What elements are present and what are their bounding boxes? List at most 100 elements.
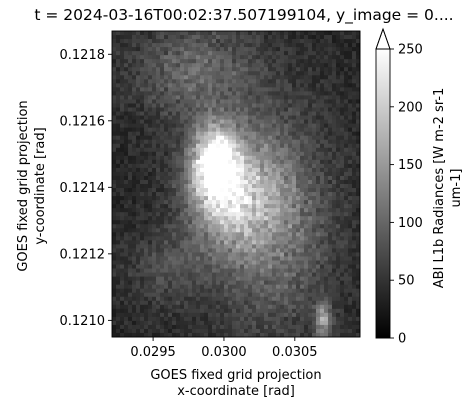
heatmap-cell (148, 192, 152, 196)
heatmap-cell (124, 321, 128, 325)
heatmap-cell (176, 289, 180, 293)
heatmap-cell (120, 95, 124, 99)
heatmap-cell (140, 51, 144, 55)
heatmap-cell (116, 196, 120, 200)
heatmap-cell (228, 116, 232, 120)
heatmap-cell (216, 261, 220, 265)
heatmap-cell (172, 164, 176, 168)
heatmap-cell (328, 297, 332, 301)
heatmap-cell (316, 83, 320, 87)
heatmap-cell (252, 184, 256, 188)
heatmap-cell (268, 168, 272, 172)
heatmap-cell (160, 192, 164, 196)
heatmap-cell (232, 277, 236, 281)
heatmap-cell (252, 220, 256, 224)
heatmap-cell (340, 132, 344, 136)
heatmap-cell (220, 309, 224, 313)
heatmap-cell (168, 196, 172, 200)
heatmap-cell (304, 51, 308, 55)
heatmap-cell (328, 208, 332, 212)
heatmap-cell (236, 116, 240, 120)
heatmap-cell (160, 55, 164, 59)
heatmap-cell (212, 236, 216, 240)
heatmap-cell (208, 317, 212, 321)
heatmap-cell (176, 31, 180, 35)
heatmap-cell (288, 176, 292, 180)
heatmap-cell (348, 236, 352, 240)
heatmap-cell (324, 148, 328, 152)
heatmap-cell (116, 281, 120, 285)
heatmap-cell (348, 256, 352, 260)
heatmap-cell (256, 192, 260, 196)
heatmap-cell (316, 112, 320, 116)
heatmap-cell (184, 55, 188, 59)
heatmap-cell (132, 132, 136, 136)
heatmap-cell (164, 172, 168, 176)
heatmap-cell (112, 168, 116, 172)
heatmap-cell (328, 293, 332, 297)
heatmap-cell (200, 289, 204, 293)
heatmap-cell (324, 116, 328, 120)
heatmap-cell (148, 132, 152, 136)
heatmap-cell (316, 156, 320, 160)
heatmap-cell (188, 132, 192, 136)
heatmap-cell (260, 47, 264, 51)
heatmap-cell (196, 140, 200, 144)
heatmap-cell (308, 176, 312, 180)
heatmap-cell (344, 180, 348, 184)
heatmap-cell (224, 67, 228, 71)
heatmap-cell (272, 144, 276, 148)
heatmap-cell (216, 248, 220, 252)
heatmap-cell (312, 99, 316, 103)
heatmap-cell (164, 83, 168, 87)
heatmap-cell (352, 273, 356, 277)
heatmap-cell (252, 51, 256, 55)
heatmap-cell (256, 224, 260, 228)
heatmap-cell (312, 277, 316, 281)
heatmap-cell (248, 244, 252, 248)
heatmap-cell (204, 220, 208, 224)
heatmap-cell (228, 59, 232, 63)
heatmap-cell (132, 172, 136, 176)
heatmap-cell (188, 67, 192, 71)
heatmap-cell (228, 120, 232, 124)
heatmap-cell (148, 285, 152, 289)
heatmap-cell (280, 172, 284, 176)
heatmap-cell (276, 47, 280, 51)
heatmap-cell (156, 301, 160, 305)
heatmap-cell (204, 63, 208, 67)
heatmap-cell (260, 212, 264, 216)
heatmap-cell (300, 228, 304, 232)
heatmap-cell (136, 83, 140, 87)
heatmap-cell (196, 248, 200, 252)
heatmap-cell (144, 128, 148, 132)
heatmap-cell (320, 192, 324, 196)
heatmap-cell (196, 103, 200, 107)
heatmap-cell (168, 208, 172, 212)
heatmap-cell (140, 160, 144, 164)
heatmap-cell (164, 236, 168, 240)
heatmap-cell (272, 160, 276, 164)
heatmap-cell (164, 99, 168, 103)
heatmap-cell (340, 244, 344, 248)
heatmap-cell (308, 99, 312, 103)
heatmap-cell (128, 208, 132, 212)
heatmap-cell (184, 132, 188, 136)
heatmap-cell (232, 112, 236, 116)
heatmap-cell (344, 277, 348, 281)
heatmap-cell (148, 103, 152, 107)
heatmap-cell (304, 128, 308, 132)
heatmap-cell (200, 180, 204, 184)
heatmap-cell (188, 297, 192, 301)
heatmap-cell (320, 293, 324, 297)
heatmap-cell (292, 152, 296, 156)
heatmap-cell (204, 148, 208, 152)
heatmap-cell (240, 55, 244, 59)
heatmap-cell (288, 240, 292, 244)
heatmap-cell (348, 47, 352, 51)
heatmap-cell (292, 47, 296, 51)
heatmap-cell (336, 79, 340, 83)
heatmap-cell (188, 112, 192, 116)
heatmap-cell (160, 313, 164, 317)
heatmap-cell (120, 285, 124, 289)
